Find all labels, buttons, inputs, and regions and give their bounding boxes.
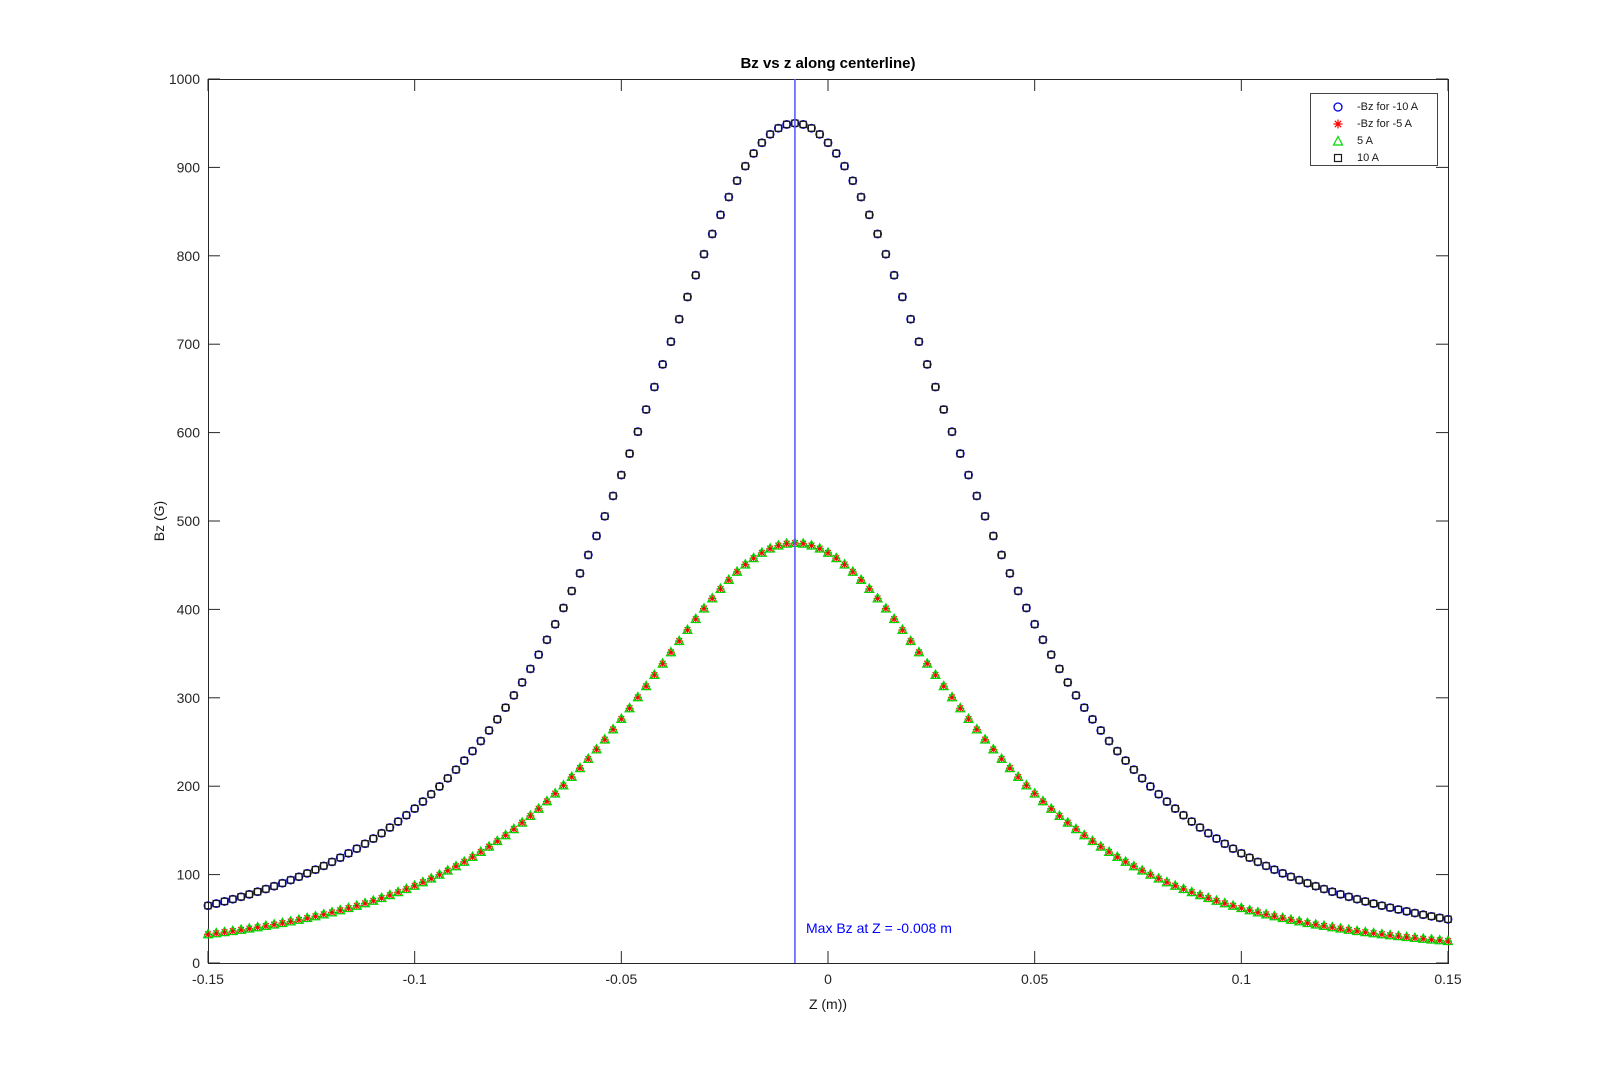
y-tick-label: 400 — [177, 601, 201, 617]
y-axis-label: Bz (G) — [151, 500, 167, 542]
legend-item: 5 A — [1331, 132, 1437, 149]
x-tick-label: -0.15 — [192, 971, 224, 987]
y-tick-label: 200 — [177, 778, 201, 794]
x-tick-label: 0.15 — [1434, 971, 1461, 987]
series-markers-4 — [204, 119, 1452, 923]
y-tick-label: 800 — [177, 248, 201, 264]
series-markers-1 — [203, 118, 1453, 924]
legend-label: -Bz for -5 A — [1357, 117, 1413, 130]
legend-marker-triangle-icon — [1332, 134, 1344, 146]
series-markers-3 — [202, 536, 1454, 946]
y-tick-label: 700 — [177, 336, 201, 352]
legend-marker-asterisk-icon — [1333, 119, 1343, 128]
y-tick-label: 300 — [177, 690, 201, 706]
y-tick-label: 0 — [192, 955, 200, 971]
max-bz-annotation: Max Bz at Z = -0.008 m — [806, 920, 952, 936]
y-tick-label: 600 — [177, 425, 201, 441]
chart-title: Bz vs z along centerline) — [740, 55, 916, 72]
series-markers-2 — [204, 539, 1452, 946]
x-tick-label: -0.1 — [403, 971, 427, 987]
legend-item: -Bz for -10 A — [1331, 98, 1437, 115]
x-tick-label: 0.1 — [1232, 971, 1252, 987]
x-tick-label: 0.05 — [1021, 971, 1048, 987]
legend-label: 10 A — [1357, 151, 1380, 164]
legend-label: 5 A — [1357, 134, 1373, 147]
y-tick-label: 100 — [177, 867, 201, 883]
legend-marker-circle-icon — [1333, 101, 1343, 112]
legend-marker-square-icon — [1333, 153, 1343, 162]
x-axis-label: Z (m)) — [808, 996, 848, 1012]
y-tick-label: 1000 — [169, 71, 200, 87]
legend-label: -Bz for -10 A — [1357, 100, 1419, 113]
x-tick-label: 0 — [824, 971, 832, 987]
x-tick-label: -0.05 — [605, 971, 637, 987]
y-tick-label: 900 — [177, 159, 201, 175]
legend-item: 10 A — [1331, 149, 1437, 166]
legend-item: -Bz for -5 A — [1331, 115, 1437, 132]
legend: -Bz for -10 A -Bz for -5 A 5 A 10 A — [1310, 93, 1438, 166]
y-tick-label: 500 — [177, 513, 201, 529]
axes-box — [208, 79, 1449, 964]
